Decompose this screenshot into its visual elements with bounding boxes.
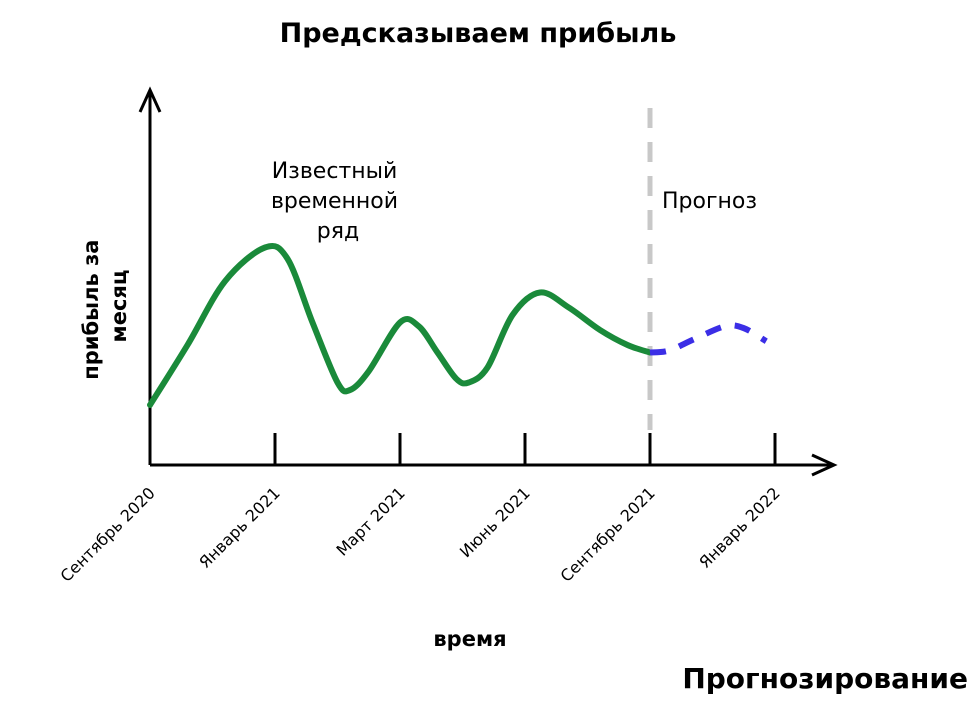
x-tick-label: Июнь 2021 [456,483,534,561]
x-tick-label: Март 2021 [333,483,409,559]
x-axis-label: время [433,627,506,651]
x-tick-label: Январь 2022 [695,483,784,572]
chart-title: Предсказываем прибыль [280,18,677,49]
series-group [147,242,768,408]
series-line-known [147,242,653,408]
x-tick-label: Январь 2021 [195,483,284,572]
x-axis-arrow [811,453,838,477]
x-tick-label: Сентябрь 2021 [557,483,659,585]
y-axis-arrow [138,86,162,113]
annotation-known-series: Известный временной ряд [271,159,405,244]
series-line-forecast [649,322,768,356]
annotation-forecast: Прогноз [662,189,757,214]
x-tick-labels: Сентябрь 2020 Январь 2021 Март 2021 Июнь 20… [57,483,784,585]
corner-label: Прогнозирование [682,662,968,695]
x-ticks [273,433,777,465]
y-axis-label: прибыль за месяц [79,232,131,380]
x-tick-label: Сентябрь 2020 [57,483,159,585]
